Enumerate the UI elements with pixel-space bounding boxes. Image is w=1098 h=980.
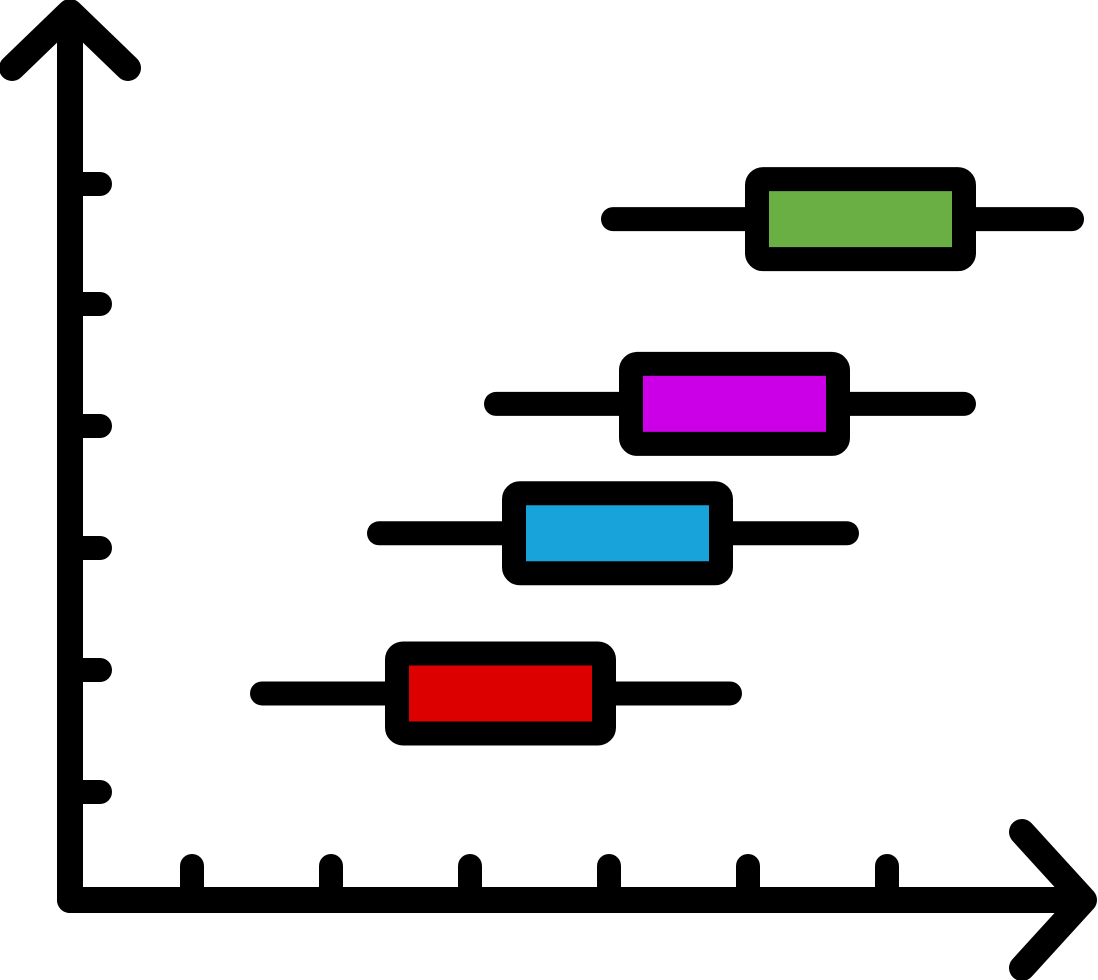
box-item	[601, 167, 1084, 272]
box-item	[484, 351, 976, 456]
x-axis	[57, 819, 1097, 980]
x-axis-ticks	[180, 854, 899, 908]
box-item	[367, 481, 859, 586]
box-series	[250, 167, 1084, 746]
box-item	[250, 641, 742, 746]
y-axis-arrow-icon	[0, 0, 141, 81]
box-rect	[502, 481, 733, 586]
box-rect	[745, 167, 976, 272]
box-rect	[385, 641, 616, 746]
x-axis-arrow-icon	[1009, 819, 1097, 980]
y-axis-ticks	[64, 172, 112, 804]
y-axis	[0, 0, 141, 913]
box-rect	[619, 351, 850, 456]
